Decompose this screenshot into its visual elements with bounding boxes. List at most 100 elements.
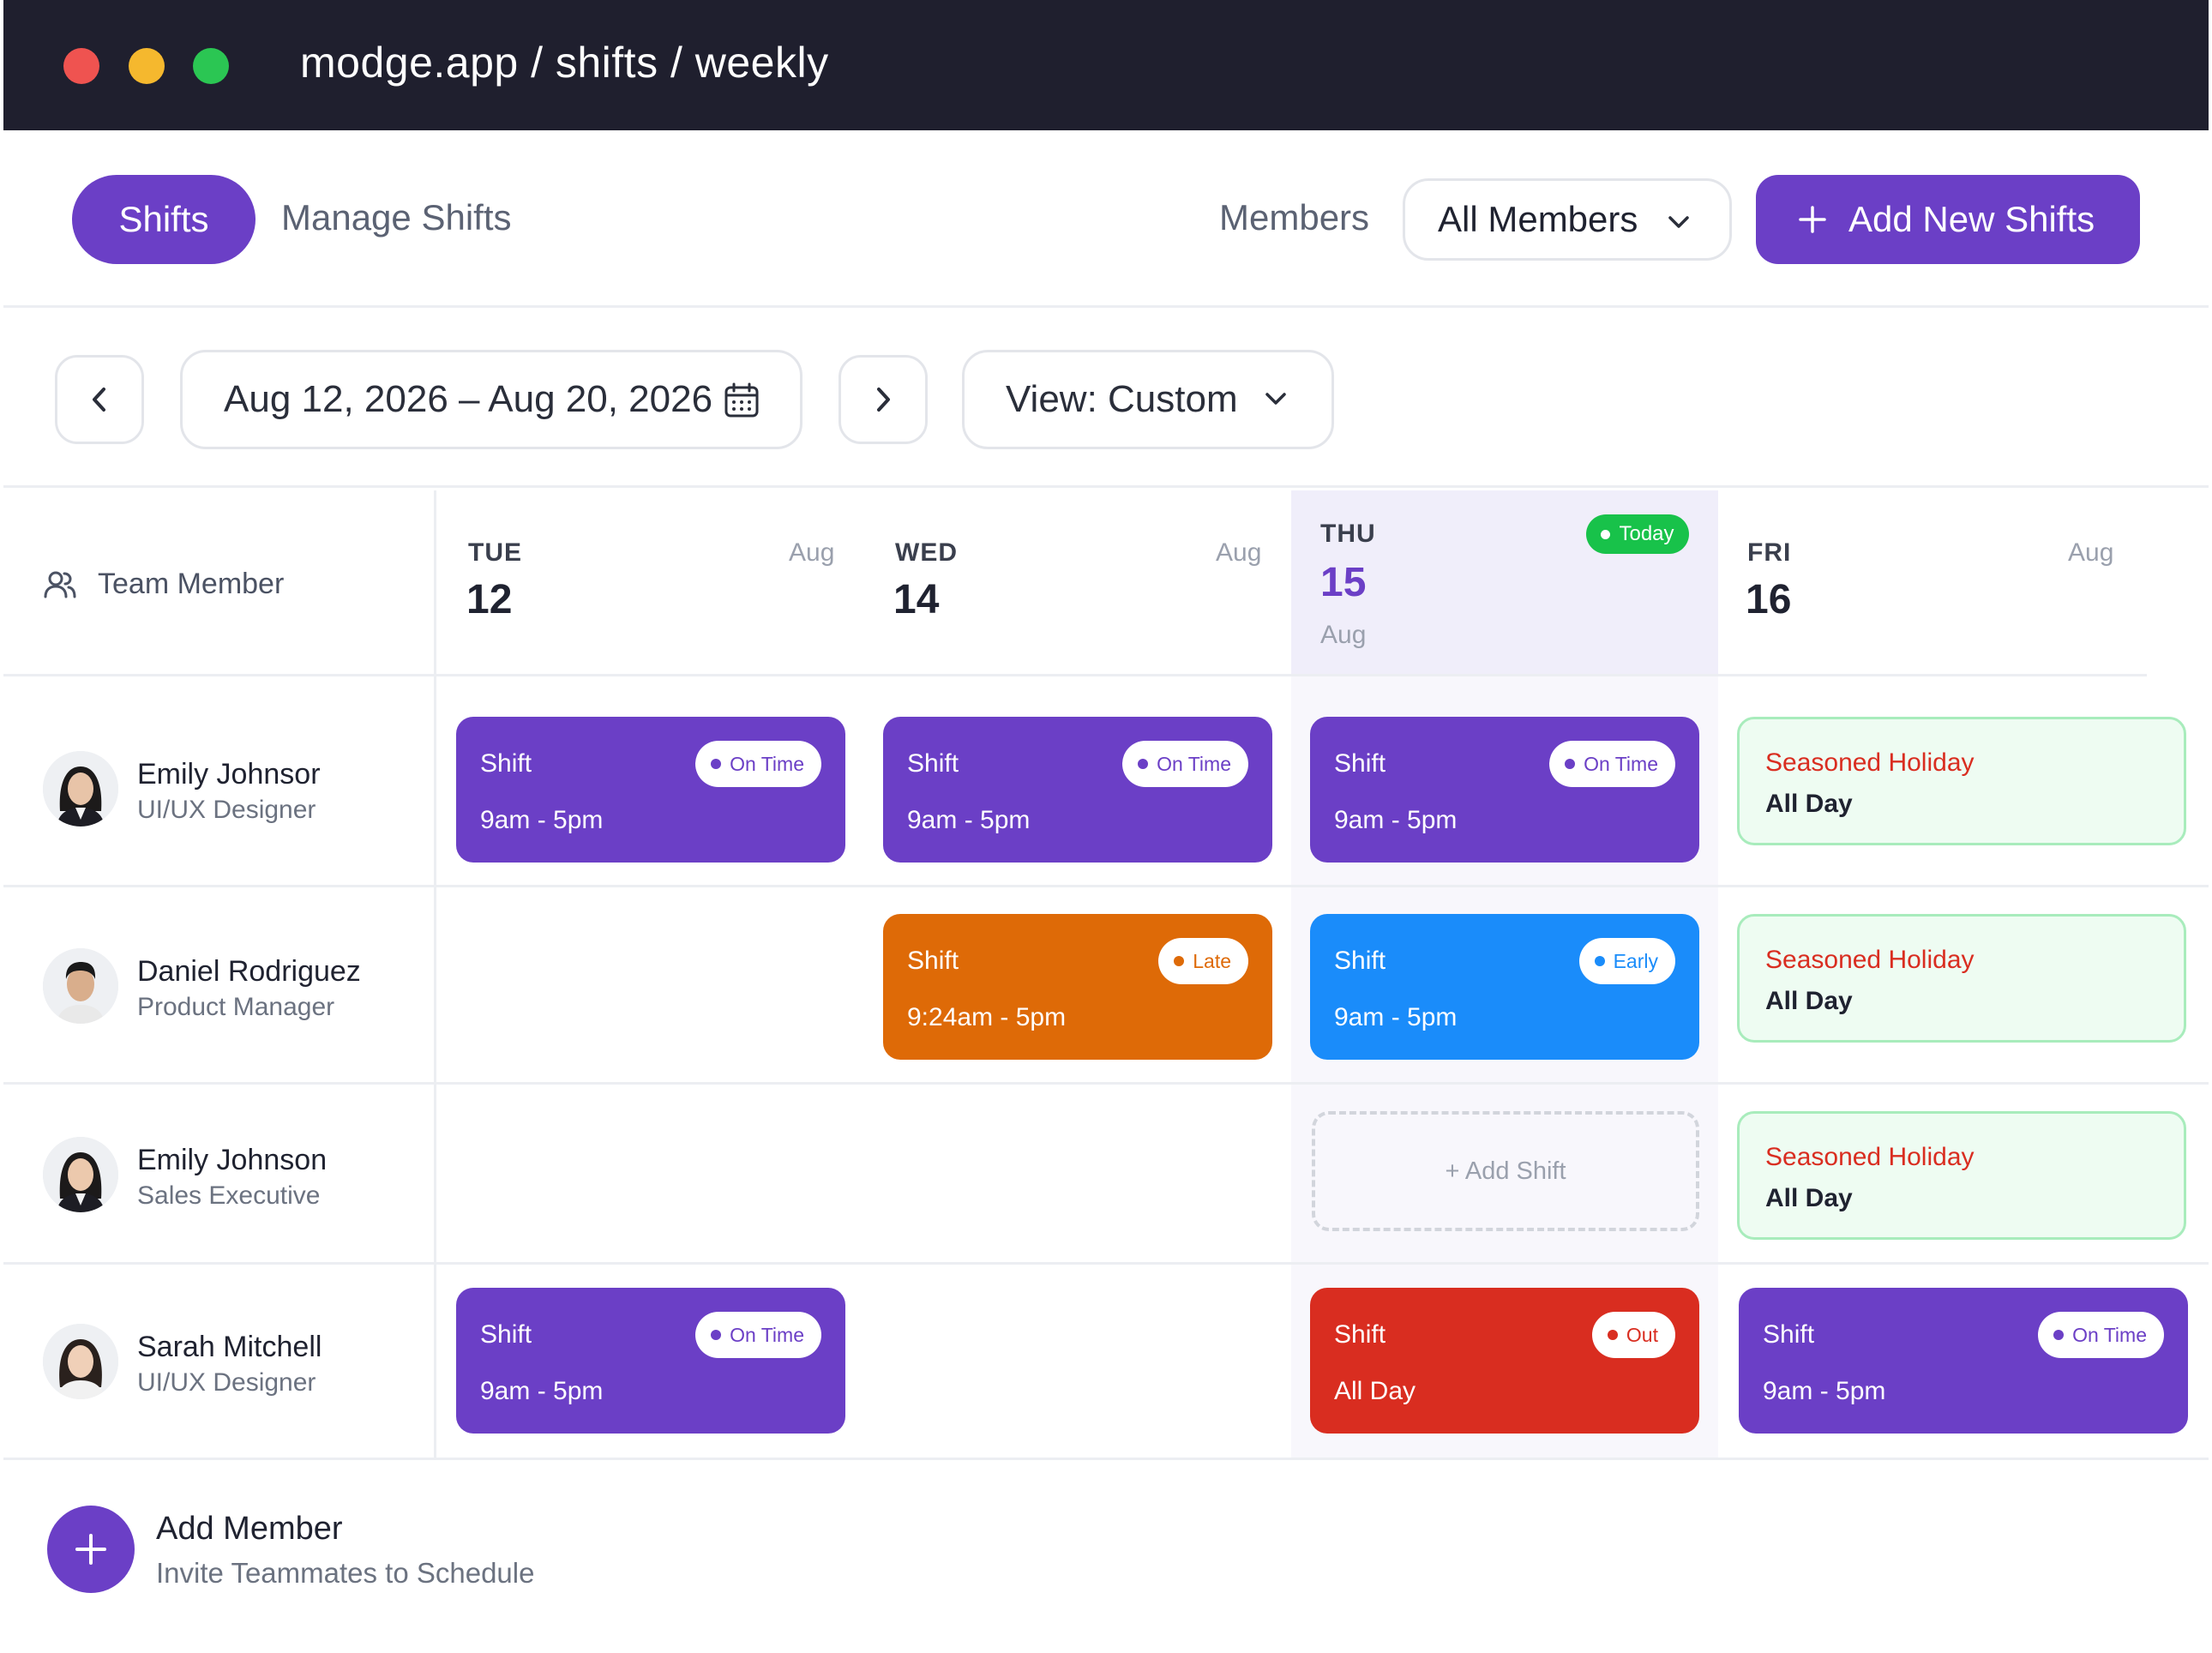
- add-new-shifts-button[interactable]: Add New Shifts: [1756, 175, 2140, 264]
- shift-time: 9:24am - 5pm: [907, 1003, 1067, 1031]
- status-dot: [1601, 529, 1611, 539]
- shift-card[interactable]: Shift On Time 9am - 5pm: [1310, 717, 1699, 863]
- shift-title: Shift: [480, 749, 532, 778]
- member-role: UI/UX Designer: [137, 1368, 316, 1397]
- day-header-number: 16: [1746, 577, 1792, 622]
- status-dot: [1607, 1330, 1618, 1340]
- status-badge: On Time: [695, 1312, 821, 1358]
- day-header-number: 12: [466, 577, 513, 622]
- plus-icon: [75, 1534, 106, 1565]
- holiday-title: Seasoned Holiday: [1765, 748, 1975, 777]
- next-week-button[interactable]: [839, 355, 928, 444]
- today-badge-label: Today: [1619, 522, 1674, 545]
- view-select-value: View: Custom: [1006, 378, 1238, 420]
- day-header-abbr: FRI: [1747, 538, 1792, 567]
- chevron-down-icon: [1265, 393, 1286, 405]
- status-badge-label: On Time: [1584, 752, 1658, 775]
- shift-time: 9am - 5pm: [480, 1377, 604, 1405]
- holiday-duration: All Day: [1765, 790, 1853, 818]
- minimize-window-icon[interactable]: [129, 48, 165, 84]
- holiday-card[interactable]: Seasoned Holiday All Day: [1737, 914, 2186, 1043]
- divider: [3, 305, 2209, 308]
- divider: [3, 885, 2209, 887]
- shift-time: 9am - 5pm: [1334, 806, 1458, 834]
- tab-manage-shifts[interactable]: Manage Shifts: [281, 197, 512, 237]
- status-dot: [1174, 956, 1185, 966]
- team-member-label: Team Member: [98, 568, 285, 600]
- shift-card[interactable]: Shift On Time 9am - 5pm: [456, 1288, 845, 1434]
- day-header-abbr: TUE: [468, 538, 522, 567]
- status-dot: [711, 759, 722, 769]
- shift-card[interactable]: Shift On Time 9am - 5pm: [883, 717, 1272, 863]
- chevron-left-icon: [93, 388, 105, 412]
- shift-time: All Day: [1334, 1377, 1416, 1405]
- close-window-icon[interactable]: [63, 48, 99, 84]
- url-breadcrumb: modge.app / shifts / weekly: [300, 39, 829, 87]
- status-badge: On Time: [2038, 1312, 2164, 1358]
- shift-card[interactable]: Shift Out All Day: [1310, 1288, 1699, 1434]
- maximize-window-icon[interactable]: [193, 48, 229, 84]
- holiday-duration: All Day: [1765, 1184, 1853, 1212]
- day-header-month: Aug: [2068, 538, 2114, 567]
- calendar-icon: [724, 382, 759, 418]
- shift-time: 9am - 5pm: [907, 806, 1031, 834]
- shift-card[interactable]: Shift On Time 9am - 5pm: [1739, 1288, 2188, 1434]
- shift-title: Shift: [907, 947, 959, 975]
- status-badge-label: On Time: [730, 752, 804, 775]
- day-header-number: 15: [1320, 560, 1367, 605]
- prev-week-button[interactable]: [55, 355, 144, 444]
- shift-title: Shift: [1334, 947, 1386, 975]
- add-shift-button[interactable]: + Add Shift: [1312, 1111, 1699, 1231]
- add-member-button[interactable]: [47, 1506, 135, 1593]
- holiday-duration: All Day: [1765, 987, 1853, 1015]
- shift-card[interactable]: Shift Late 9:24am - 5pm: [883, 914, 1272, 1060]
- members-select[interactable]: All Members: [1403, 178, 1732, 261]
- users-icon: [44, 571, 76, 598]
- status-badge: On Time: [1122, 741, 1248, 787]
- status-dot: [1138, 759, 1149, 769]
- status-dot: [711, 1330, 722, 1340]
- avatar: [43, 751, 118, 826]
- holiday-card[interactable]: Seasoned Holiday All Day: [1737, 1111, 2186, 1240]
- chevron-right-icon: [877, 388, 890, 412]
- status-badge: On Time: [1549, 741, 1675, 787]
- status-dot: [1594, 956, 1605, 966]
- add-new-shifts-label: Add New Shifts: [1848, 199, 2095, 239]
- shift-card[interactable]: Shift Early 9am - 5pm: [1310, 914, 1699, 1060]
- member-name: Emily Johnsor: [137, 758, 321, 790]
- avatar: [43, 948, 118, 1024]
- member-name: Sarah Mitchell: [137, 1331, 322, 1363]
- status-dot: [1565, 759, 1576, 769]
- member-role: UI/UX Designer: [137, 796, 316, 824]
- view-select[interactable]: View: Custom: [962, 350, 1334, 449]
- add-member-title[interactable]: Add Member: [156, 1511, 343, 1547]
- status-dot: [2053, 1330, 2065, 1340]
- shift-time: 9am - 5pm: [1334, 1003, 1458, 1031]
- team-member-header: Team Member: [43, 568, 284, 601]
- shift-title: Shift: [480, 1320, 532, 1349]
- shift-time: 9am - 5pm: [1763, 1377, 1886, 1405]
- holiday-card[interactable]: Seasoned Holiday All Day: [1737, 717, 2186, 845]
- member-name: Emily Johnson: [137, 1144, 328, 1176]
- date-range-picker[interactable]: Aug 12, 2026 – Aug 20, 2026: [180, 350, 802, 449]
- plus-icon: [1799, 206, 1826, 233]
- divider: [3, 1458, 2209, 1460]
- divider: [3, 485, 2209, 488]
- members-select-value: All Members: [1438, 199, 1638, 239]
- shift-card[interactable]: Shift On Time 9am - 5pm: [456, 717, 845, 863]
- divider: [3, 674, 2147, 676]
- status-badge-label: Late: [1193, 949, 1231, 972]
- members-label: Members: [1219, 197, 1370, 237]
- member-role: Sales Executive: [137, 1181, 321, 1210]
- shift-title: Shift: [1334, 749, 1386, 778]
- today-badge: Today: [1586, 514, 1689, 554]
- add-member-subtitle: Invite Teammates to Schedule: [156, 1557, 535, 1589]
- status-badge-label: On Time: [730, 1323, 804, 1346]
- tab-shifts[interactable]: Shifts: [72, 175, 255, 264]
- day-header-abbr: THU: [1320, 520, 1376, 548]
- day-header-month: Aug: [1216, 538, 1262, 567]
- status-badge-label: On Time: [2072, 1323, 2147, 1346]
- day-header-number: 14: [893, 577, 940, 622]
- divider: [3, 1082, 2209, 1085]
- member-name: Daniel Rodriguez: [137, 955, 361, 988]
